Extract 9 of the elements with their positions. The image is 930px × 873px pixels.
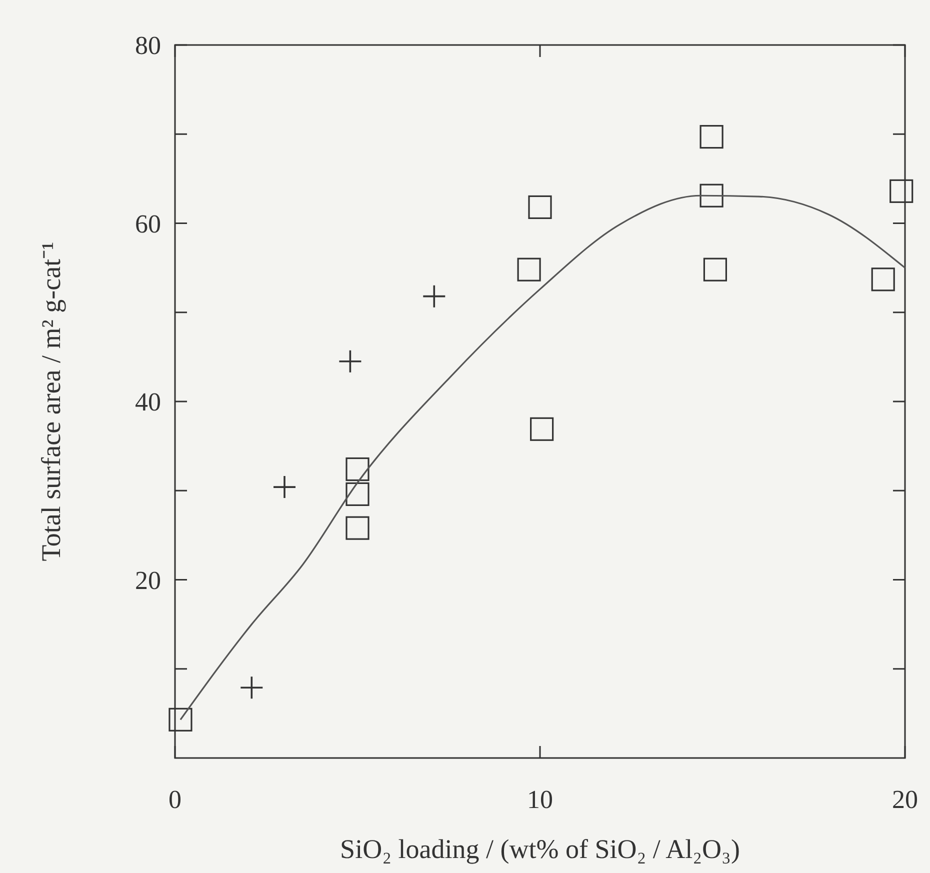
y-tick-label: 60 (135, 209, 161, 238)
x-tick-label: 10 (527, 785, 553, 814)
y-tick-label: 40 (135, 388, 161, 416)
x-tick-label: 0 (168, 785, 182, 814)
x-axis-title: SiO₂ loading / (wt% of SiO₂ / Al₂O₃) (340, 834, 740, 864)
y-tick-label: 20 (135, 566, 161, 595)
y-tick-label: 80 (135, 31, 161, 60)
y-axis-title: Total surface area / m² g-cat⁻¹ (36, 242, 66, 562)
x-tick-label: 20 (892, 785, 918, 814)
